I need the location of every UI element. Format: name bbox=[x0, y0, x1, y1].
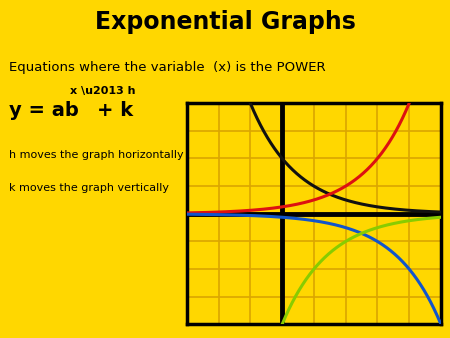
Text: k moves the graph vertically: k moves the graph vertically bbox=[9, 183, 169, 193]
Text: x \u2013 h: x \u2013 h bbox=[70, 86, 135, 96]
Text: y = ab: y = ab bbox=[9, 101, 79, 120]
Text: h moves the graph horizontally: h moves the graph horizontally bbox=[9, 150, 184, 161]
Text: Equations where the variable  (x) is the POWER: Equations where the variable (x) is the … bbox=[9, 61, 326, 74]
Text: + k: + k bbox=[97, 101, 133, 120]
Text: Exponential Graphs: Exponential Graphs bbox=[94, 10, 356, 34]
